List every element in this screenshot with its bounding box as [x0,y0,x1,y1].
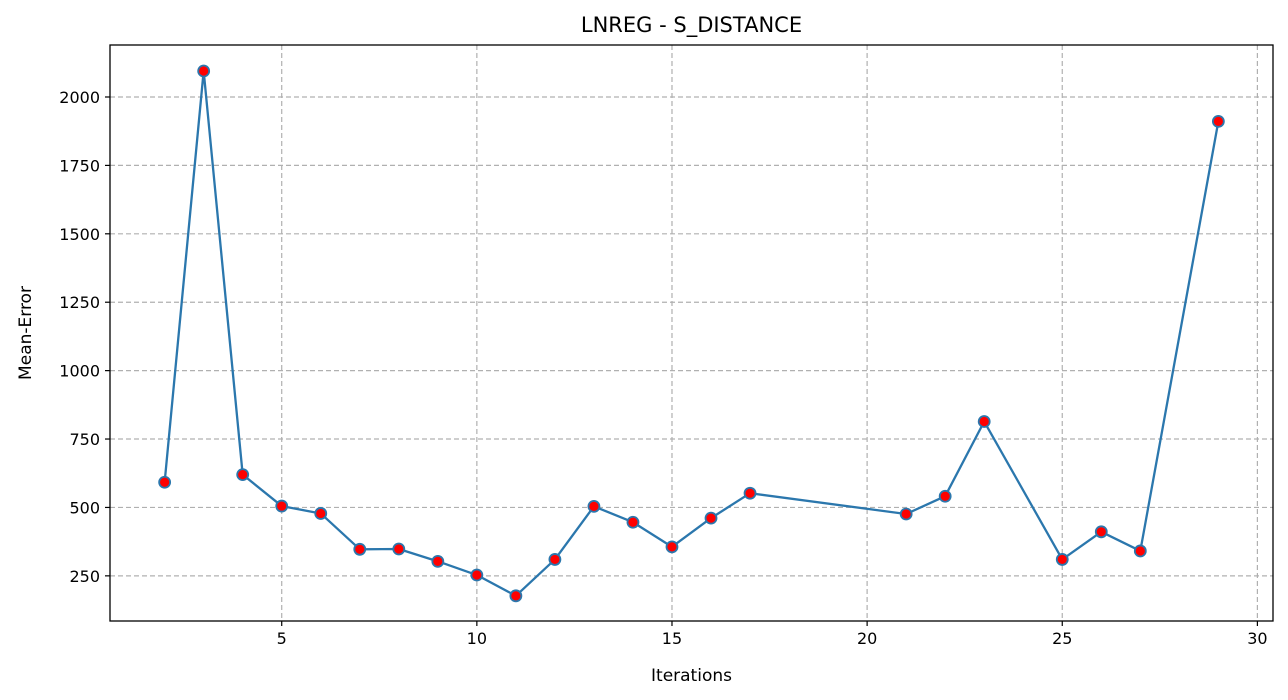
data-point [704,511,718,525]
data-point [431,554,445,568]
data-point [353,542,367,556]
data-point [743,486,757,500]
data-point [1211,114,1225,128]
x-axis-label: Iterations [651,666,732,686]
data-point [275,499,289,513]
data-point [548,553,562,566]
data-point [626,515,640,529]
data-point [587,499,601,513]
chart-title: LNREG - S_DISTANCE [581,13,802,38]
y-tick-label: 1750 [59,156,100,175]
y-tick-label: 250 [69,567,100,586]
grid-lines [110,45,1273,621]
data-point [899,507,913,521]
x-tick-label: 10 [467,629,487,648]
y-tick-label: 500 [69,498,100,517]
data-point [977,415,991,428]
y-tick-label: 1500 [59,225,100,244]
y-axis-label: Mean-Error [16,286,36,380]
y-tick-label: 1000 [59,362,100,381]
series-layer [158,64,1225,603]
x-tick-label: 5 [277,629,287,648]
x-tick-label: 15 [662,629,682,648]
data-point [509,589,523,603]
y-tick-label: 1250 [59,293,100,312]
data-point [1094,525,1108,539]
x-tick-label: 30 [1247,629,1267,648]
data-point [938,489,952,503]
axis-ticks: 5 10 15 20 25 30 250 500 750 1000 1250 1500 1750 2000 [59,88,1267,648]
data-point [470,568,484,582]
data-point [1133,544,1147,558]
data-point [314,507,328,520]
data-point [197,64,211,78]
y-tick-label: 750 [69,430,100,449]
x-tick-label: 20 [857,629,877,648]
x-tick-label: 25 [1052,629,1072,648]
plot-frame [109,44,1274,622]
data-point [392,542,406,556]
data-point [236,468,250,482]
data-point [158,475,172,489]
data-point [665,540,679,554]
y-tick-label: 2000 [59,88,100,107]
data-point [1055,553,1069,566]
